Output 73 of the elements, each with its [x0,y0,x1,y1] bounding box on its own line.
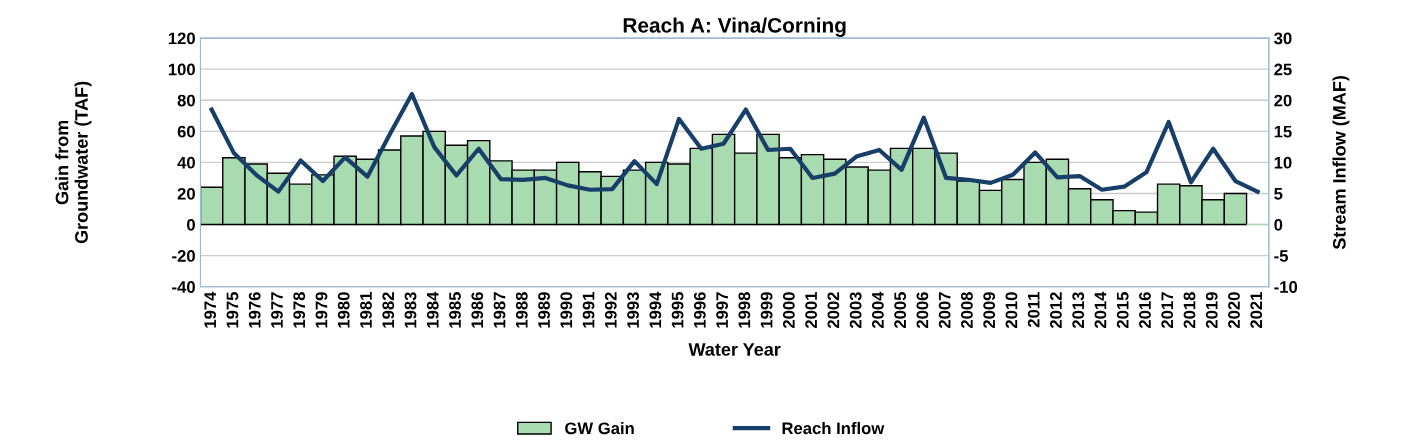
y-tick-label: -20 [172,250,195,262]
x-tick-label: 1975 [226,292,239,328]
y2-tick-label: -5 [1274,250,1289,262]
y-tick-label: 100 [168,63,195,76]
x-tick-label: 1978 [293,292,306,328]
y2-tick-label: 0 [1274,218,1283,231]
x-tick-label: 2013 [1072,292,1085,329]
x-axis-title: Water Year [688,343,781,356]
x-tick-label: 2002 [827,292,840,329]
y2-tick-label: 5 [1274,188,1283,200]
chart-title: Reach A: Vina/Corning [623,17,846,37]
y-tick-label: 40 [177,156,195,169]
x-tick-label: 2007 [938,292,951,329]
x-tick-label: 1996 [693,292,706,328]
x-tick-label: 2000 [782,292,795,329]
x-tick-label: 1994 [649,291,662,328]
x-tick-label: 2004 [871,291,884,329]
x-tick-label: 1989 [538,292,550,328]
x-tick-label: 2014 [1094,291,1107,329]
x-tick-label: 1998 [738,292,751,328]
x-tick-label: 1997 [716,292,728,328]
x-tick-label: 1977 [271,292,283,328]
y2-tick-label: 30 [1274,32,1292,45]
y-tick-label: 120 [168,32,195,45]
x-tick-label: 2001 [805,292,818,329]
x-tick-label: 2019 [1205,292,1218,329]
x-tick-label: 1986 [471,292,484,328]
x-tick-label: 2018 [1183,292,1196,329]
y-tick-label: 0 [187,218,195,231]
y-tick-label: 80 [177,94,195,107]
y-tick-label: -40 [172,281,195,293]
x-tick-label: 1974 [204,291,217,328]
y2-tick-label: 20 [1274,94,1292,107]
y2-tick-label: 25 [1274,63,1292,76]
x-tick-label: 1992 [604,292,617,328]
x-tick-label: 2009 [983,292,996,329]
x-tick-label: 1985 [449,292,461,328]
line-series [209,91,1260,194]
x-tick-label: 1976 [248,292,261,328]
x-tick-label: 2003 [849,292,862,329]
legend-label: GW Gain [565,421,634,435]
x-tick-label: 1990 [560,292,573,328]
y2-axis-title: Stream Inflow (MAF) [1332,76,1350,250]
y-tick-label: 60 [177,125,195,138]
x-tick-label: 2010 [1005,292,1018,329]
x-tick-label: 2020 [1228,292,1240,329]
x-tick-label: 2017 [1161,292,1174,329]
legend-label: Reach Inflow [782,421,885,435]
y-tick-label: 20 [177,187,195,200]
x-tick-label: 1983 [404,292,417,328]
x-tick-label: 1993 [627,292,639,328]
x-tick-label: 1988 [515,292,528,328]
y2-tick-label: -10 [1274,281,1298,293]
x-tick-label: 2016 [1139,292,1151,329]
y2-tick-label: 10 [1274,156,1292,169]
x-tick-label: 2006 [916,292,929,329]
x-tick-label: 2011 [1027,292,1040,328]
y-axis-title: Gain from Groundwater (TAF) [55,81,92,244]
x-tick-label: 1995 [671,292,684,328]
x-tick-label: 2021 [1250,292,1263,329]
x-tick-label: 2015 [1116,292,1129,329]
y2-tick-label: 15 [1274,125,1292,138]
x-tick-label: 1979 [315,292,328,328]
x-tick-label: 2012 [1050,292,1062,329]
x-tick-label: 1981 [360,292,372,328]
x-tick-label: 1987 [493,292,506,328]
x-tick-label: 2005 [894,292,907,329]
x-tick-label: 1984 [426,291,439,328]
x-tick-label: 1980 [337,292,350,328]
x-tick-label: 1982 [382,292,395,328]
x-tick-label: 2008 [961,292,973,329]
x-tick-label: 1999 [760,292,773,328]
x-tick-label: 1991 [582,292,595,328]
